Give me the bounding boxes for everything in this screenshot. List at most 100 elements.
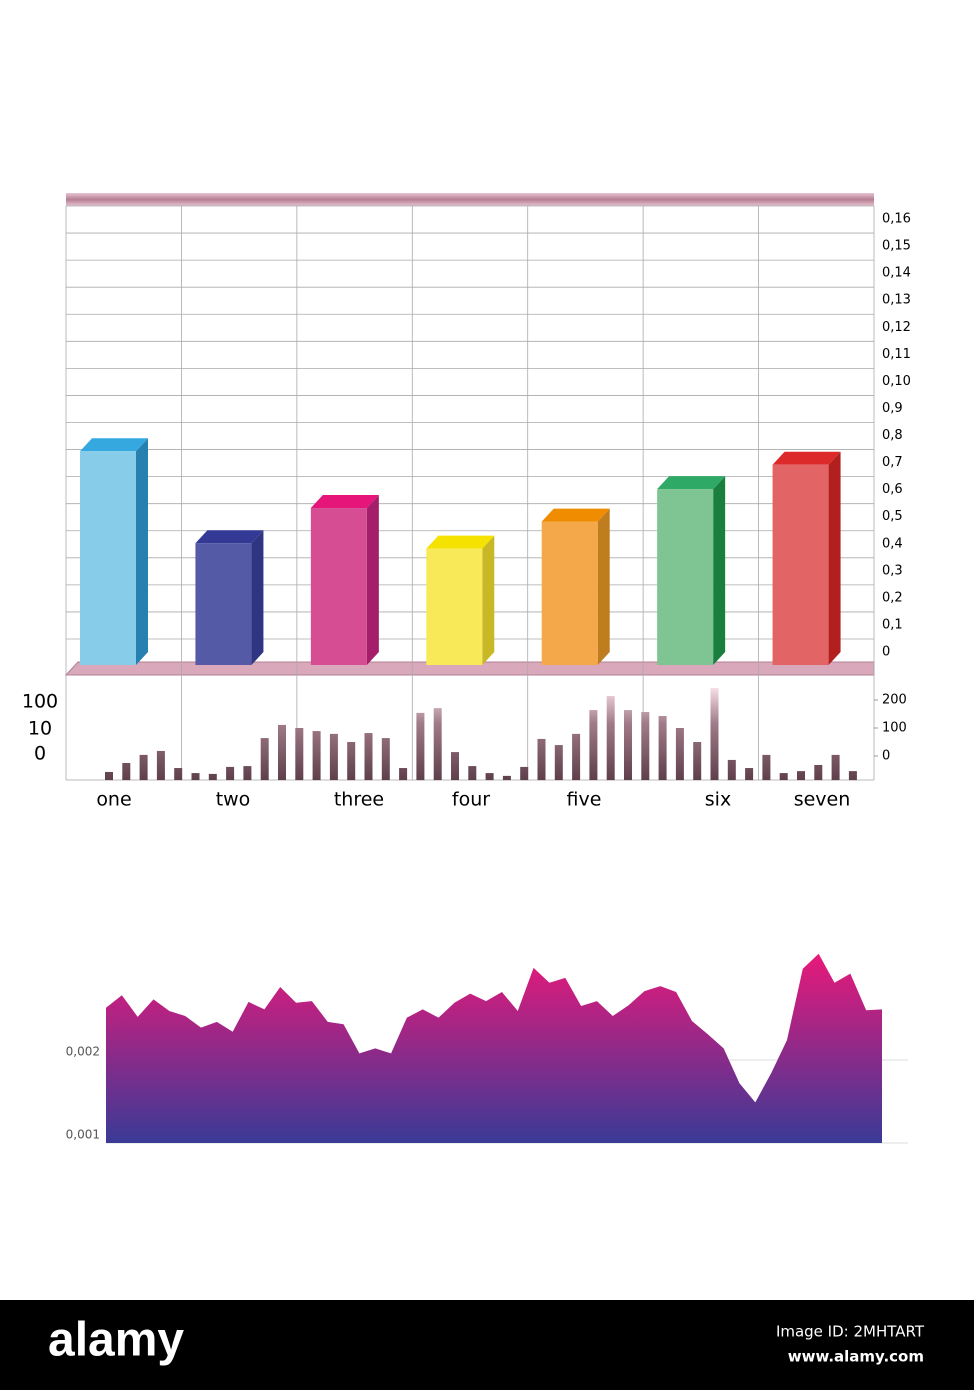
hist-bar [381, 738, 390, 781]
y-tick-label: 0,001 [66, 1128, 100, 1142]
hist-bar [624, 710, 632, 781]
hist-bar [658, 715, 667, 781]
left-axis-label: 0 [34, 743, 46, 765]
hist-bar [226, 766, 235, 781]
hist-bar [675, 728, 684, 781]
y-tick-label: 0 [882, 645, 890, 660]
hist-bar [485, 773, 494, 781]
hist-bar [243, 766, 252, 781]
hist-bar [416, 712, 425, 781]
y-tick-label: 0,8 [882, 428, 903, 443]
y-tick-label: 0,15 [882, 239, 911, 254]
y-tick-label: 0,3 [882, 563, 903, 578]
hist-bar [329, 733, 338, 781]
bar [426, 548, 483, 665]
bar-side [713, 476, 726, 665]
hist-bar [312, 731, 321, 781]
y-tick-label: 0,9 [882, 401, 903, 416]
y-tick-label: 0,10 [882, 374, 911, 389]
y-tick-label: 0,16 [882, 212, 911, 227]
hist-bar [814, 764, 823, 781]
x-tick-label: four [452, 789, 490, 811]
y-tick-label: 0,12 [882, 320, 911, 335]
y-tick-label: 0,7 [882, 455, 903, 470]
y-tick-label: 0,002 [66, 1045, 100, 1059]
bar [772, 464, 829, 665]
y2-tick-label: 0 [882, 749, 890, 764]
hist-bar [572, 733, 581, 781]
hist-bar [520, 766, 529, 781]
hist-bar [779, 773, 788, 781]
bar-top [80, 438, 148, 452]
hist-bar [347, 742, 356, 781]
area [106, 953, 882, 1143]
hist-bar [139, 754, 148, 781]
hist-bar [745, 768, 754, 781]
bar-top [195, 530, 264, 544]
y-tick-label: 0,14 [882, 266, 911, 281]
hist-bar [451, 752, 459, 781]
bar [657, 489, 714, 665]
hist-bar [105, 771, 113, 781]
hist-bar [208, 773, 217, 781]
hist-bar [122, 763, 131, 781]
hist-bar [260, 738, 269, 781]
y2-tick-label: 100 [882, 721, 907, 736]
x-tick-label: six [705, 789, 731, 811]
footer-id: Image ID: 2MHTART [776, 1323, 925, 1341]
hist-bar [693, 742, 702, 781]
y-tick-label: 0,2 [882, 590, 903, 605]
hist-bar [589, 710, 598, 781]
y-tick-label: 0,13 [882, 293, 911, 308]
y-tick-label: 0,5 [882, 509, 903, 524]
y-tick-label: 0,1 [882, 617, 903, 632]
bar-top [541, 508, 610, 522]
hist-bar [295, 728, 304, 781]
hist-bar [848, 771, 857, 781]
footer-bar [0, 1300, 974, 1390]
bar-side [251, 530, 264, 665]
hist-bar [468, 766, 477, 781]
hist-bar [762, 754, 771, 781]
hist-bar [174, 768, 183, 781]
left-axis-label: 100 [22, 691, 58, 713]
y-tick-label: 0,4 [882, 536, 903, 551]
x-tick-label: two [216, 789, 251, 811]
footer-logo: alamy [48, 1314, 184, 1367]
bar-top [772, 451, 841, 465]
bar-top [310, 495, 379, 509]
hist-bar [399, 768, 408, 781]
footer-url: www.alamy.com [788, 1348, 924, 1366]
hist-bar [554, 745, 563, 781]
y-tick-label: 0,6 [882, 482, 903, 497]
bar-top [426, 535, 495, 549]
bar [541, 521, 598, 665]
bar [80, 451, 136, 665]
x-tick-label: five [567, 789, 602, 811]
bar-top [657, 476, 726, 490]
hist-bar [831, 754, 840, 781]
hist-bar [502, 775, 511, 781]
x-tick-label: three [334, 789, 384, 811]
bar-side [828, 451, 841, 665]
hist-bar [606, 696, 615, 781]
bar-side [366, 495, 379, 665]
y-tick-label: 0,11 [882, 347, 911, 362]
x-tick-label: seven [794, 789, 851, 811]
hist-bar [727, 759, 736, 781]
hist-bar [156, 750, 165, 781]
hist-bar [537, 738, 546, 781]
hist-bar [278, 724, 286, 781]
y2-tick-label: 200 [882, 693, 907, 708]
bar [195, 543, 252, 665]
bar-side [482, 535, 495, 665]
hist-bar [710, 687, 719, 781]
left-axis-label: 10 [28, 718, 52, 740]
bar [310, 508, 367, 665]
hist-bar [364, 733, 373, 781]
hist-bar [797, 771, 805, 781]
hist-bar [641, 712, 650, 781]
x-tick-label: one [96, 789, 131, 811]
